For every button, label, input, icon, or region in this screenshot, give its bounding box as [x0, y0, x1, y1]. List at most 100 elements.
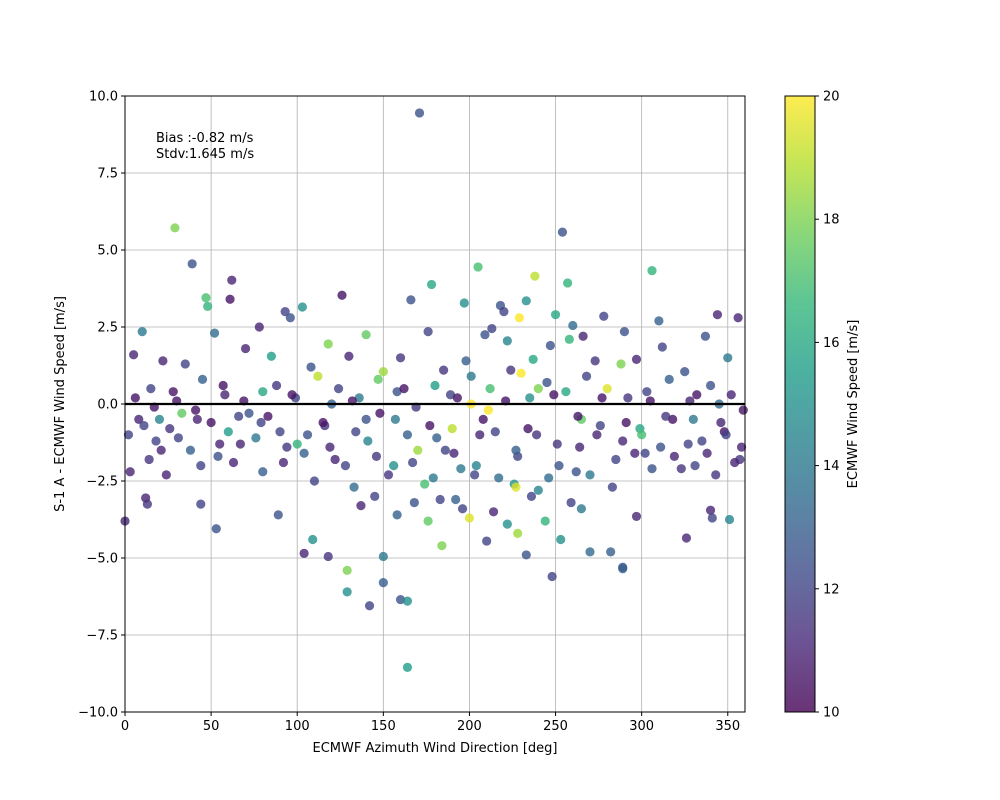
scatter-point	[142, 499, 152, 509]
scatter-point	[688, 414, 698, 424]
scatter-point	[692, 390, 702, 400]
scatter-point	[363, 436, 373, 446]
scatter-point	[402, 596, 413, 606]
scatter-point	[616, 359, 626, 369]
scatter-point	[511, 482, 521, 492]
scatter-point	[478, 414, 488, 424]
scatter-point	[526, 491, 537, 501]
scatter-point	[256, 417, 266, 428]
x-tick-label: 300	[629, 719, 654, 734]
scatter-point	[402, 662, 413, 672]
scatter-point	[251, 433, 261, 443]
scatter-point	[607, 482, 617, 492]
scatter-point	[568, 320, 578, 331]
scatter-point	[445, 390, 456, 400]
colorbar-tick-label: 16	[823, 336, 840, 351]
scatter-point	[630, 448, 640, 458]
scatter-point	[287, 390, 297, 400]
scatter-point	[280, 307, 290, 317]
scatter-point	[506, 365, 516, 375]
scatter-point	[292, 439, 302, 449]
scatter-point	[697, 436, 707, 446]
scatter-point	[447, 424, 457, 434]
scatter-point	[597, 393, 607, 403]
scatter-point	[435, 494, 445, 505]
scatter-point	[215, 439, 225, 449]
scatter-point	[654, 316, 664, 326]
scatter-point	[585, 547, 595, 557]
scatter-point	[129, 350, 139, 360]
scatter-point	[707, 513, 717, 523]
scatter-point	[623, 393, 633, 403]
scatter-point	[342, 587, 352, 597]
x-tick-label: 250	[543, 719, 568, 734]
scatter-point	[439, 365, 449, 375]
scatter-point	[456, 464, 466, 474]
scatter-point	[730, 457, 740, 468]
scatter-point	[423, 516, 433, 526]
scatter-point	[516, 368, 526, 378]
x-tick-label: 350	[715, 719, 740, 734]
scatter-point	[323, 339, 333, 349]
scatter-point	[420, 479, 430, 489]
scatter-point	[618, 436, 628, 446]
scatter-point	[470, 470, 480, 480]
scatter-point	[354, 393, 364, 403]
scatter-point	[333, 384, 344, 394]
colorbar-label: ECMWF Wind Speed [m/s]	[846, 320, 861, 489]
scatter-point	[361, 330, 371, 340]
scatter-point	[356, 501, 366, 511]
scatter-point	[656, 442, 666, 452]
scatter-point	[564, 334, 574, 344]
scatter-point	[487, 323, 497, 334]
scatter-point	[161, 470, 171, 480]
colorbar-tick-label: 14	[823, 459, 840, 474]
x-axis-label: ECMWF Azimuth Wind Direction [deg]	[313, 741, 558, 756]
scatter-point	[197, 374, 208, 384]
scatter-point	[209, 328, 220, 338]
scatter-point	[137, 327, 147, 337]
colorbar-tick-label: 18	[823, 213, 840, 228]
scatter-point	[647, 266, 657, 276]
scatter-point	[423, 327, 433, 337]
scatter-point	[263, 411, 273, 421]
scatter-point	[173, 433, 183, 443]
scatter-point	[180, 359, 190, 369]
bias-annotation: Bias :-0.82 m/s	[156, 131, 254, 146]
scatter-point	[389, 461, 399, 471]
scatter-point	[547, 571, 557, 582]
scatter-point	[325, 442, 335, 452]
scatter-point	[700, 331, 710, 341]
scatter-point	[378, 551, 388, 562]
scatter-point	[156, 445, 166, 455]
scatter-point	[408, 457, 418, 468]
scatter-point	[318, 417, 328, 428]
scatter-point	[664, 374, 674, 384]
scatter-point	[723, 353, 733, 363]
scatter-point	[657, 342, 667, 352]
scatter-point	[349, 482, 359, 492]
scatter-point	[371, 451, 382, 461]
scatter-point	[471, 461, 481, 471]
scatter-point	[483, 405, 493, 415]
scatter-point	[573, 411, 583, 421]
scatter-point	[313, 371, 323, 381]
colorbar-tick-label: 10	[823, 706, 840, 721]
scatter-point	[351, 427, 361, 437]
y-tick-label: −10.0	[78, 706, 118, 721]
scatter-point	[480, 330, 490, 340]
scatter-point	[561, 387, 571, 397]
scatter-point	[344, 351, 354, 361]
scatter-point	[297, 302, 307, 312]
scatter-point	[425, 420, 435, 431]
scatter-point	[196, 461, 206, 471]
scatter-point	[330, 454, 340, 465]
scatter-point	[452, 393, 462, 403]
scatter-point	[361, 414, 371, 424]
scatter-point	[165, 424, 175, 434]
scatter-point	[738, 405, 748, 415]
scatter-point	[557, 227, 568, 237]
scatter-point	[571, 467, 581, 477]
scatter-point	[203, 301, 213, 311]
